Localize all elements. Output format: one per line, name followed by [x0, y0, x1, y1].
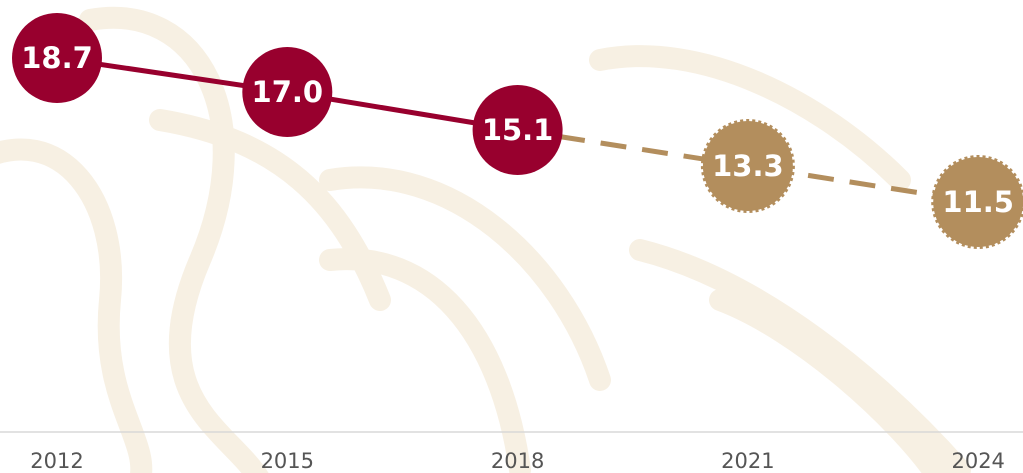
pattern-stroke [0, 149, 141, 473]
x-tick-label: 2018 [491, 449, 544, 473]
background-pattern [0, 18, 960, 473]
x-tick-label: 2021 [721, 449, 774, 473]
data-label: 15.1 [482, 113, 554, 147]
data-label: 13.3 [712, 149, 784, 183]
x-tick-label: 2012 [30, 449, 83, 473]
pattern-stroke [330, 259, 520, 470]
data-label: 17.0 [252, 75, 324, 109]
data-label: 18.7 [21, 41, 93, 75]
chart: 2012 2015 2018 2021 2024 18.7 17.0 15.1 13.3 11.5 [0, 0, 1023, 473]
data-label: 11.5 [942, 185, 1014, 219]
x-tick-label: 2024 [951, 449, 1004, 473]
pattern-stroke [720, 300, 940, 473]
x-tick-label: 2015 [261, 449, 314, 473]
